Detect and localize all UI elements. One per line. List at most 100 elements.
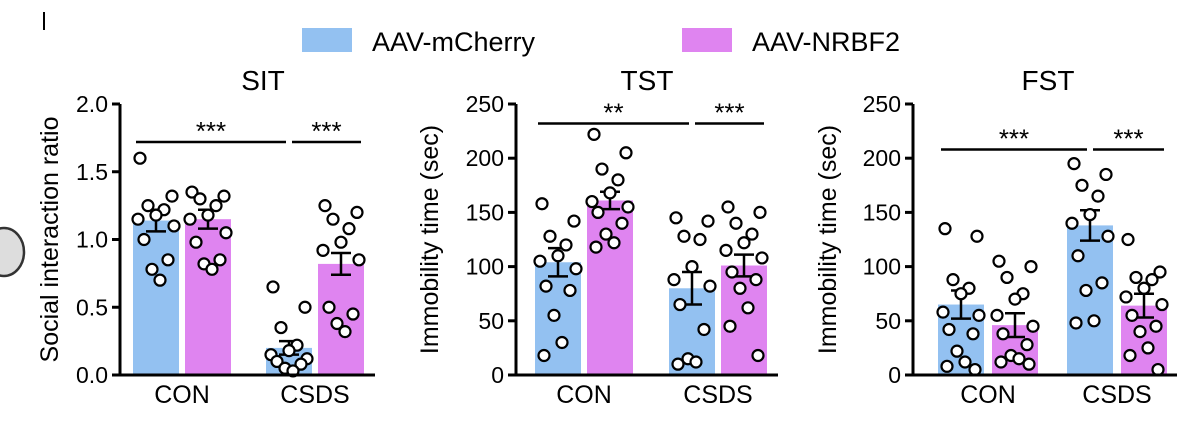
x-tick-label: CSDS xyxy=(683,381,752,409)
data-point xyxy=(1137,281,1151,295)
data-point xyxy=(725,265,739,279)
data-point xyxy=(1020,338,1034,352)
data-point xyxy=(946,273,960,287)
data-point xyxy=(217,189,231,203)
data-point xyxy=(693,232,707,247)
y-tick-label: 150 xyxy=(863,199,901,225)
data-point xyxy=(685,260,699,274)
data-point xyxy=(719,243,733,257)
data-point xyxy=(992,254,1006,268)
data-point xyxy=(294,357,308,371)
data-point xyxy=(1022,357,1036,371)
data-point xyxy=(352,253,366,267)
data-point xyxy=(543,229,557,243)
data-point xyxy=(994,355,1008,369)
y-tick-label: 1.0 xyxy=(76,227,108,253)
chart-title: SIT xyxy=(241,65,285,96)
data-point xyxy=(555,335,569,350)
significance-label: *** xyxy=(311,116,341,146)
y-axis-label: Immobility time (sec) xyxy=(814,125,842,354)
data-point xyxy=(183,212,197,226)
data-point xyxy=(322,300,336,314)
data-point xyxy=(133,151,147,165)
data-point xyxy=(673,297,687,312)
y-tick-label: 2.0 xyxy=(76,91,108,117)
y-tick-label: 0 xyxy=(491,362,504,388)
data-point xyxy=(671,357,685,371)
data-point xyxy=(611,173,625,187)
data-point xyxy=(350,205,364,219)
data-point xyxy=(193,192,207,206)
data-point xyxy=(966,327,980,341)
data-point xyxy=(318,199,332,213)
data-point xyxy=(697,322,711,337)
data-point xyxy=(619,146,633,160)
data-point xyxy=(749,273,763,287)
x-tick-label: CSDS xyxy=(280,381,349,409)
bar-aav-mcherry-con xyxy=(133,220,179,375)
data-point xyxy=(1026,319,1040,333)
data-point xyxy=(723,319,737,333)
chart-title: FST xyxy=(1022,65,1075,96)
legend-swatch-1 xyxy=(302,28,352,52)
data-point xyxy=(585,194,599,209)
data-point xyxy=(1067,157,1081,171)
bar-aav-mcherry-csds xyxy=(1067,225,1113,375)
data-point xyxy=(535,197,549,211)
data-point xyxy=(741,301,755,315)
data-point xyxy=(972,308,986,322)
data-point xyxy=(970,229,984,243)
data-point xyxy=(589,240,603,254)
data-point xyxy=(1091,189,1105,203)
data-point xyxy=(667,273,681,287)
data-point xyxy=(539,279,553,293)
y-tick-label: 200 xyxy=(863,145,901,171)
data-point xyxy=(1012,352,1026,366)
data-point xyxy=(559,238,573,252)
data-point xyxy=(587,127,601,141)
data-point xyxy=(270,354,284,369)
data-point xyxy=(213,253,227,267)
data-point xyxy=(274,320,288,335)
data-point xyxy=(537,348,551,363)
data-point xyxy=(1008,292,1022,306)
data-point xyxy=(950,344,964,358)
significance-label: ** xyxy=(603,98,623,128)
data-point xyxy=(1129,270,1143,285)
data-point xyxy=(751,348,765,363)
data-point xyxy=(533,254,547,268)
data-point xyxy=(607,236,621,250)
data-point xyxy=(745,227,759,241)
data-point xyxy=(1071,249,1085,263)
data-point xyxy=(599,227,613,241)
data-point xyxy=(282,344,296,358)
data-point xyxy=(958,355,972,369)
x-tick-label: CON xyxy=(154,381,210,409)
data-point xyxy=(669,211,683,225)
chart-panels: SIT Social interaction ratio 0.0 0.5 1.0 1.5 2… xyxy=(36,65,1177,409)
data-point xyxy=(591,205,605,219)
significance-label: *** xyxy=(196,116,226,146)
data-point xyxy=(1083,207,1097,222)
error-bar xyxy=(331,251,351,276)
data-point xyxy=(615,216,629,230)
y-tick-label: 0 xyxy=(888,362,901,388)
x-tick-label: CON xyxy=(556,381,612,409)
significance-label: *** xyxy=(714,98,744,128)
data-point xyxy=(330,316,344,331)
data-point xyxy=(703,279,717,293)
x-tick-label: CSDS xyxy=(1082,381,1151,409)
y-tick-label: 100 xyxy=(466,254,504,280)
data-point xyxy=(1079,283,1093,298)
data-point xyxy=(1155,297,1169,312)
data-point xyxy=(316,243,330,257)
data-point xyxy=(942,322,956,337)
data-point xyxy=(603,186,617,200)
legend-label-1: AAV-mCherry xyxy=(372,27,536,57)
data-point xyxy=(701,214,715,228)
y-tick-label: 50 xyxy=(875,308,901,334)
data-point xyxy=(185,185,199,199)
chart-panel-fst: FST Immobility time (sec) 0 50 100 150 200 250 C… xyxy=(814,65,1177,409)
data-point xyxy=(990,308,1004,322)
